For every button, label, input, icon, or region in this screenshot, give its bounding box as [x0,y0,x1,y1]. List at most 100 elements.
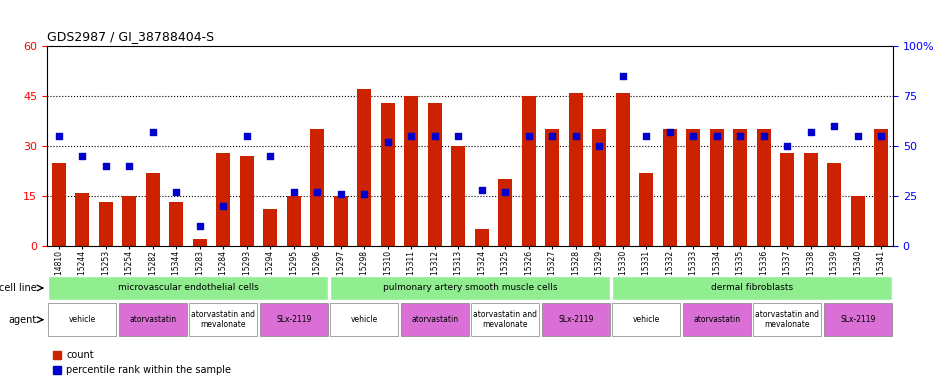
Point [262,153,278,159]
Point [216,203,231,209]
Point [592,143,607,149]
Point [545,133,560,139]
Point [686,133,701,139]
Point [145,129,160,135]
Point [804,129,819,135]
Text: SLx-2119: SLx-2119 [558,315,593,324]
Point [569,133,584,139]
Text: atorvastatin and
mevalonate: atorvastatin and mevalonate [191,310,256,329]
Bar [592,129,606,246]
FancyBboxPatch shape [682,303,751,336]
FancyBboxPatch shape [189,303,258,336]
Point [99,163,113,169]
Point [639,133,654,139]
FancyBboxPatch shape [753,303,822,336]
Bar [75,192,89,246]
Bar [122,196,136,246]
Point [663,129,678,135]
Bar [757,129,771,246]
Point [851,133,866,139]
Bar [851,196,865,246]
FancyBboxPatch shape [259,303,328,336]
Bar [334,196,348,246]
Bar [475,229,489,246]
Bar [381,103,395,246]
Point [616,73,631,79]
Bar [52,162,66,246]
Point [75,153,90,159]
Text: GDS2987 / GI_38788404-S: GDS2987 / GI_38788404-S [47,30,214,43]
Point [733,133,748,139]
Point [874,133,889,139]
Point [827,123,842,129]
Text: agent: agent [8,314,37,325]
Bar [146,172,160,246]
FancyBboxPatch shape [823,303,892,336]
Point [310,189,325,195]
Text: dermal fibroblasts: dermal fibroblasts [711,283,793,293]
Bar [733,129,747,246]
Bar [686,129,700,246]
Point [451,133,466,139]
Point [51,133,66,139]
Bar [428,103,442,246]
FancyBboxPatch shape [118,303,187,336]
FancyBboxPatch shape [48,303,117,336]
Bar [522,96,536,246]
Point [334,191,349,197]
Bar [710,129,724,246]
Bar [193,239,207,246]
Point [381,139,396,145]
Point [757,133,772,139]
Text: atorvastatin: atorvastatin [129,315,177,324]
Bar [263,209,277,246]
Bar [287,196,301,246]
Legend: count, percentile rank within the sample: count, percentile rank within the sample [52,351,231,375]
FancyBboxPatch shape [612,303,681,336]
Bar [663,129,677,246]
Point [122,163,137,169]
FancyBboxPatch shape [48,276,328,300]
Bar [310,129,324,246]
Point [498,189,513,195]
Point [239,133,254,139]
Bar [169,202,183,246]
Bar [545,129,559,246]
Text: microvascular endothelial cells: microvascular endothelial cells [118,283,258,293]
Point [169,189,184,195]
Point [357,191,372,197]
Bar [639,172,653,246]
Bar [780,152,794,246]
Point [780,143,795,149]
Text: SLx-2119: SLx-2119 [276,315,311,324]
Bar [804,152,818,246]
Bar [240,156,254,246]
Text: vehicle: vehicle [351,315,378,324]
Bar [569,93,583,246]
Bar [357,89,371,246]
Point [193,223,208,229]
FancyBboxPatch shape [330,276,610,300]
FancyBboxPatch shape [471,303,540,336]
Bar [498,179,512,246]
Point [521,133,536,139]
Point [710,133,725,139]
Text: SLx-2119: SLx-2119 [840,315,875,324]
Text: vehicle: vehicle [69,315,96,324]
Point [404,133,419,139]
Bar [874,129,888,246]
Text: atorvastatin: atorvastatin [693,315,741,324]
Text: vehicle: vehicle [633,315,660,324]
Text: atorvastatin and
mevalonate: atorvastatin and mevalonate [473,310,538,329]
Point [428,133,443,139]
Bar [404,96,418,246]
Bar [616,93,630,246]
Bar [451,146,465,246]
FancyBboxPatch shape [612,276,892,300]
Bar [827,162,841,246]
Text: atorvastatin: atorvastatin [411,315,459,324]
Text: atorvastatin and
mevalonate: atorvastatin and mevalonate [755,310,820,329]
Text: pulmonary artery smooth muscle cells: pulmonary artery smooth muscle cells [383,283,557,293]
Bar [99,202,113,246]
FancyBboxPatch shape [400,303,469,336]
